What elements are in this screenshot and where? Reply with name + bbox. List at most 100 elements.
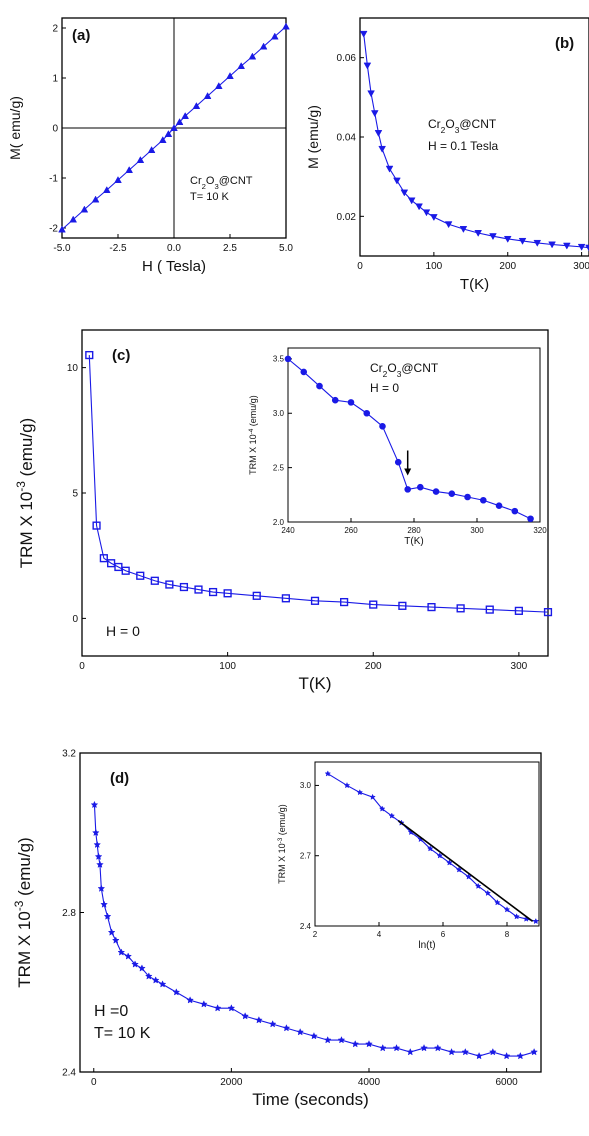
y-tick-label: 2.5 xyxy=(273,463,285,472)
data-point xyxy=(99,554,108,563)
data-point xyxy=(121,566,130,575)
data-point xyxy=(94,852,103,860)
data-point xyxy=(474,882,482,889)
data-point xyxy=(310,1032,318,1040)
x-tick-label: 8 xyxy=(505,930,510,939)
data-point xyxy=(464,493,471,501)
data-point xyxy=(356,789,364,796)
data-point xyxy=(175,118,184,125)
data-point xyxy=(407,197,416,205)
data-point xyxy=(516,1051,525,1060)
data-point xyxy=(223,589,232,598)
data-point xyxy=(125,166,134,173)
data-point xyxy=(465,873,472,880)
y-axis-title: M( emu/g) xyxy=(7,96,23,160)
y-tick-label: 5 xyxy=(72,489,78,500)
y-tick-label: 1 xyxy=(52,74,58,85)
data-point xyxy=(530,1048,538,1056)
x-tick-label: 260 xyxy=(344,526,358,535)
y-axis-title: TRM X 10-4 (emu/g) xyxy=(248,395,259,475)
chart-b: 0 100 200 300 0.02 0.04 0.06 T(K) M (emu/g) (b) Cr… xyxy=(305,17,589,293)
x-tick-label: 2 xyxy=(313,930,318,939)
data-point xyxy=(158,136,167,143)
data-point xyxy=(323,1036,332,1044)
y-tick-label: -2 xyxy=(49,224,58,235)
plot-frame xyxy=(359,17,589,257)
annotation-text: H = 0 xyxy=(370,381,399,395)
y-tick-label: 2 xyxy=(52,24,58,35)
data-point xyxy=(494,899,501,906)
data-point xyxy=(91,195,100,203)
chart-d_inset: 2 4 6 8 2.4 2.7 3.0 ln(t) TRM X 10-3 (emu/g) xyxy=(277,761,540,951)
data-point xyxy=(447,1048,456,1056)
annotation-text: Cr2O3@CNT xyxy=(190,175,253,191)
series-line xyxy=(88,355,549,613)
data-point xyxy=(226,72,234,79)
data-point xyxy=(427,603,436,612)
data-point xyxy=(480,496,487,504)
data-point xyxy=(102,186,111,193)
data-point xyxy=(151,976,160,984)
data-point xyxy=(214,82,223,89)
x-tick-label: 4000 xyxy=(358,1077,381,1088)
data-point xyxy=(484,889,492,896)
data-point xyxy=(227,1004,236,1012)
y-tick-label: 0.06 xyxy=(337,53,357,64)
data-point xyxy=(179,582,189,592)
data-point xyxy=(164,130,173,137)
x-tick-label: 5.0 xyxy=(279,243,293,254)
data-point xyxy=(103,912,112,920)
chart-c_inset: 240 260 280 300 320 2.0 2.5 3.0 3.5 T(K) TRM X 10-… xyxy=(248,347,547,547)
data-point xyxy=(343,781,351,789)
data-point xyxy=(237,62,246,69)
data-point xyxy=(533,239,542,247)
y-tick-label: 2.4 xyxy=(300,922,312,931)
annotation-text: H =0 xyxy=(94,1003,128,1020)
data-point xyxy=(444,221,453,229)
data-point xyxy=(69,215,78,223)
x-tick-label: 2000 xyxy=(220,1077,243,1088)
data-point xyxy=(131,960,139,968)
data-point xyxy=(511,507,519,515)
data-point xyxy=(111,936,120,944)
data-point xyxy=(422,209,431,217)
transition-arrow-head xyxy=(404,468,412,476)
y-tick-label: -1 xyxy=(49,174,58,185)
x-axis-title: T(K) xyxy=(404,536,423,547)
x-tick-label: 100 xyxy=(426,261,443,272)
panel-label: (c) xyxy=(112,347,130,364)
x-tick-label: 0 xyxy=(79,661,85,672)
data-point xyxy=(527,515,534,523)
data-point xyxy=(138,964,146,972)
x-tick-label: 320 xyxy=(533,526,547,535)
data-point xyxy=(281,594,290,603)
x-tick-label: 100 xyxy=(219,661,236,672)
panel-label: (a) xyxy=(72,27,90,44)
data-point xyxy=(448,490,456,498)
data-point xyxy=(417,483,424,491)
x-axis-title: H ( Tesla) xyxy=(142,258,206,275)
x-tick-label: 2.5 xyxy=(223,243,237,254)
x-tick-label: 300 xyxy=(470,526,484,535)
data-point xyxy=(144,972,153,980)
data-point xyxy=(248,52,257,60)
data-point xyxy=(503,906,511,913)
y-tick-label: 0 xyxy=(72,614,78,625)
data-point xyxy=(543,608,553,617)
panel-label: (d) xyxy=(110,770,129,787)
data-point xyxy=(489,233,497,241)
data-point xyxy=(284,355,292,363)
chart-a: -5.0 -2.5 0.0 2.5 5.0 -2 -1 0 1 2 H ( Tesla) M( emu… xyxy=(7,17,293,275)
data-point xyxy=(379,423,386,430)
y-tick-label: 2.8 xyxy=(62,908,76,919)
data-point xyxy=(420,1044,428,1052)
data-point xyxy=(455,866,463,873)
data-point xyxy=(252,591,261,600)
data-point xyxy=(456,604,465,613)
data-point xyxy=(577,243,586,251)
data-point xyxy=(363,62,372,70)
y-tick-label: 3.2 xyxy=(62,749,76,760)
data-point xyxy=(91,828,100,837)
data-point xyxy=(172,988,181,996)
